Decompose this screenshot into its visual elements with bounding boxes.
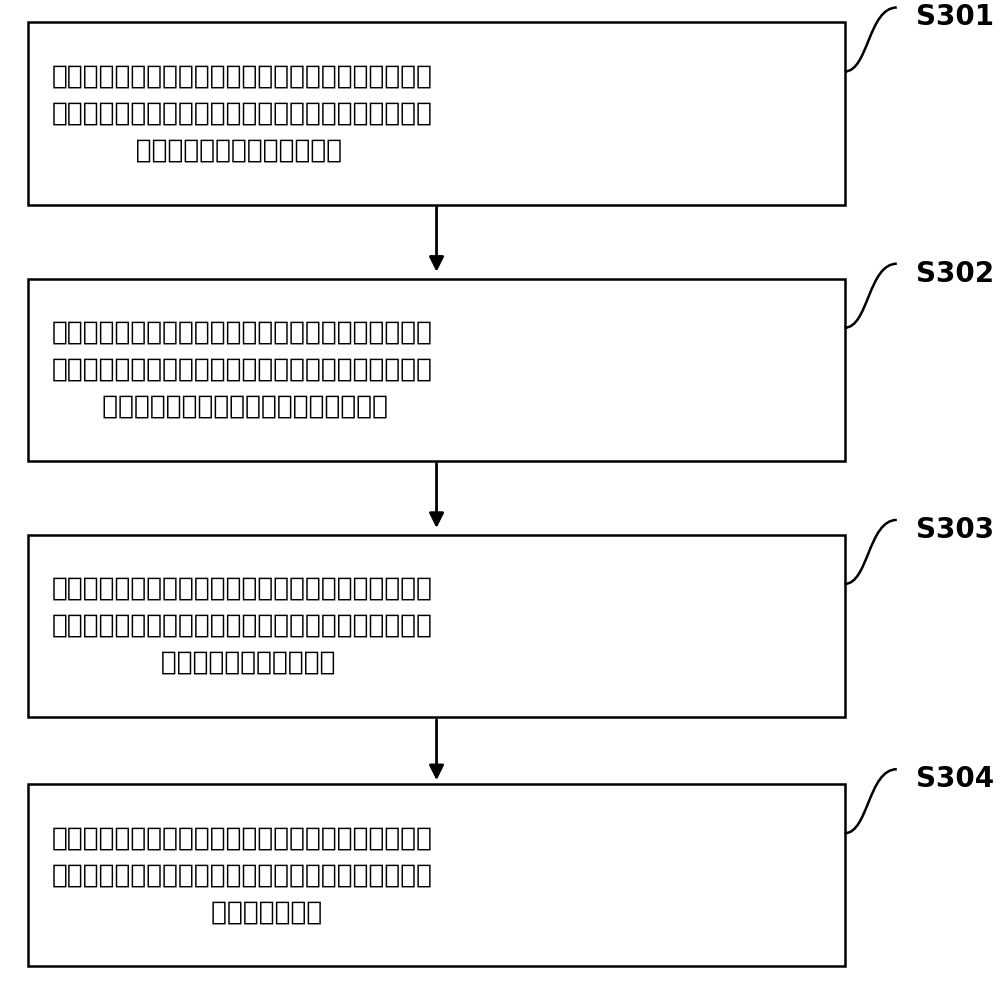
FancyBboxPatch shape bbox=[28, 535, 845, 717]
Text: S302: S302 bbox=[916, 260, 994, 288]
Text: S304: S304 bbox=[916, 765, 994, 793]
Text: 当所述胶带机的故障类型为功率不平衡，调整所述副传
动滚筒的速度，以使所述主传动滚筒扭矩和副传动滚筒
      扭矩的差值的绝对值降低至小于第二阈值: 当所述胶带机的故障类型为功率不平衡，调整所述副传 动滚筒的速度，以使所述主传动滚… bbox=[52, 320, 433, 420]
FancyBboxPatch shape bbox=[28, 784, 845, 966]
Text: S301: S301 bbox=[916, 3, 994, 32]
FancyBboxPatch shape bbox=[28, 23, 845, 205]
Text: 当所述胶带机的故障类型为驱动加速度过大时，根据所
述胶带机的实际长度对所述驱动控制器的加速时间进行
          调整，以减小所述驱动加速度: 当所述胶带机的故障类型为驱动加速度过大时，根据所 述胶带机的实际长度对所述驱动控… bbox=[52, 63, 433, 163]
Text: 当所述胶带机的故障类型为压力故障时，通过液压控制
器进行补压，以使所述液压系统的压力升高至大于或等
                   于所述第三阈值: 当所述胶带机的故障类型为压力故障时，通过液压控制 器进行补压，以使所述液压系统的… bbox=[52, 825, 433, 925]
Text: 当所述胶带机的故障类型为张紧力故障时，通过张紧变
频控制器调整所述胶带机的张紧力，以使所述胶带机的
             张紧力落入所述预设区间: 当所述胶带机的故障类型为张紧力故障时，通过张紧变 频控制器调整所述胶带机的张紧力… bbox=[52, 576, 433, 676]
Text: S303: S303 bbox=[916, 516, 994, 543]
FancyBboxPatch shape bbox=[28, 279, 845, 460]
